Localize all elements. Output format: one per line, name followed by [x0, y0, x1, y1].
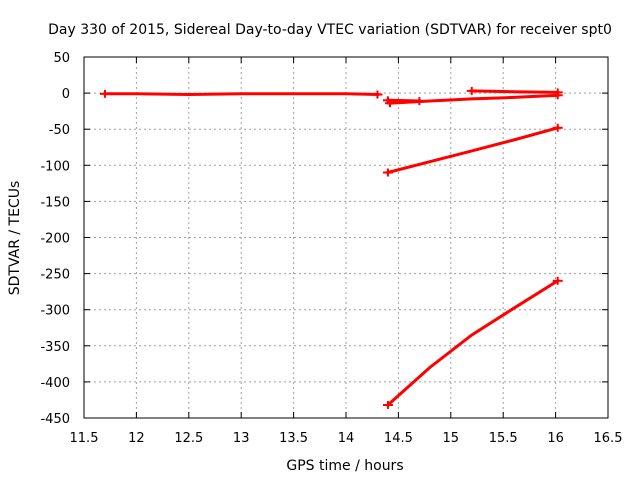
x-tick-label: 16.5: [594, 431, 623, 446]
y-tick-label: -100: [40, 159, 70, 174]
x-tick-labels: 11.5 12 12.5 13 13.5 14 14.5 15 15.5 16 16.5: [70, 431, 623, 446]
series-3: [466, 86, 563, 97]
y-tick-label: -450: [40, 412, 70, 427]
series-line: [386, 98, 421, 103]
series-4: [382, 123, 563, 177]
plot-frame: [83, 56, 609, 419]
series-line: [470, 89, 560, 94]
x-axis-title: GPS time / hours: [286, 458, 403, 474]
x-tick-label: 14.5: [384, 431, 413, 446]
series-5: [382, 276, 563, 410]
series-line: [103, 92, 379, 97]
y-tick-label: -400: [40, 376, 70, 391]
series-2: [382, 96, 425, 106]
y-tick-label: -200: [40, 232, 70, 247]
x-tick-label: 12: [128, 431, 145, 446]
y-tick-label: -50: [49, 123, 70, 138]
x-tick-label: 16: [547, 431, 564, 446]
x-tick-label: 14: [338, 431, 355, 446]
y-tick-label: -300: [40, 304, 70, 319]
x-tick-label: 15.5: [489, 431, 518, 446]
series-line: [385, 278, 560, 408]
chart-title: Day 330 of 2015, Sidereal Day-to-day VTE…: [48, 22, 612, 38]
y-tick-label: 50: [53, 51, 70, 66]
series-0: [99, 89, 383, 99]
x-tick-label: 13: [233, 431, 250, 446]
y-tick-label: -250: [40, 268, 70, 283]
y-axis-title: SDTVAR / TECUs: [7, 181, 23, 296]
x-tick-label: 15: [443, 431, 460, 446]
y-tick-label: 0: [62, 87, 70, 102]
y-tick-labels: 50 0 -50 -100 -150 -200 -250 -300 -350 -400 -450: [40, 51, 70, 427]
x-tick-label: 13.5: [279, 431, 308, 446]
data-series: [99, 86, 563, 410]
y-tick-label: -150: [40, 195, 70, 210]
x-tick-label: 12.5: [174, 431, 203, 446]
y-tick-label: -350: [40, 340, 70, 355]
series-line: [386, 125, 560, 175]
x-tick-label: 11.5: [70, 431, 99, 446]
